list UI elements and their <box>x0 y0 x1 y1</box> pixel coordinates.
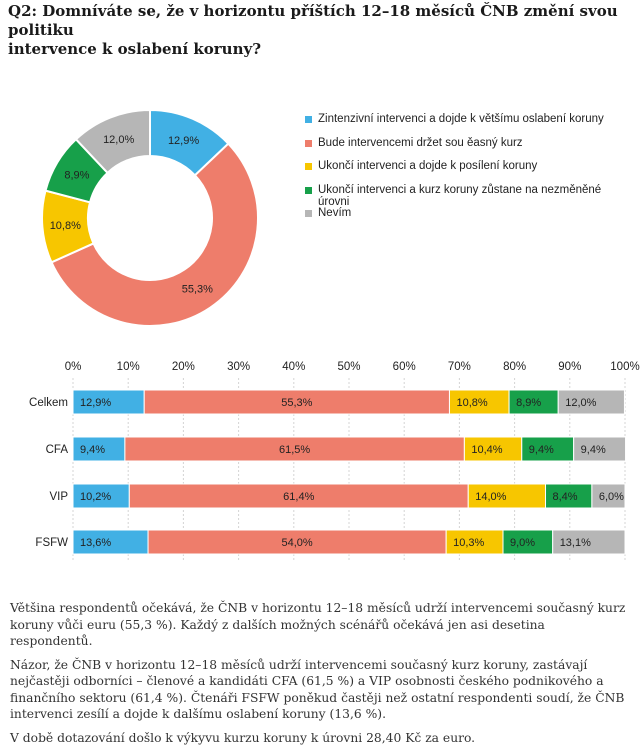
x-tick-label: 60% <box>393 361 416 373</box>
paragraph: V době dotazování došlo k výkyvu kurzu k… <box>10 730 476 745</box>
legend-item: Ukončí intervenci a dojde k posílení kor… <box>305 160 635 180</box>
bar-segment <box>521 436 575 462</box>
bar-value-label: 13,1% <box>560 537 591 549</box>
bar-value-label: 8,9% <box>516 397 541 409</box>
donut-slice-label: 8,9% <box>64 170 89 182</box>
legend: Zintenzivní intervenci a dojde k většímu… <box>305 113 635 231</box>
bar-segment <box>124 436 465 462</box>
bar-value-label: 9,4% <box>529 444 554 456</box>
bar-value-label: 9,0% <box>510 537 535 549</box>
bar-value-label: 14,0% <box>475 491 506 503</box>
legend-label: Zintenzivní intervenci a dojde k většímu… <box>318 113 604 125</box>
bar-value-label: 61,5% <box>279 444 310 456</box>
legend-item: Nevím <box>305 207 635 227</box>
bar-value-label: 12,0% <box>565 397 596 409</box>
x-tick-label: 10% <box>117 361 140 373</box>
legend-swatch <box>305 163 312 170</box>
bar-value-label: 10,8% <box>456 397 487 409</box>
bar-value-label: 6,0% <box>599 491 624 503</box>
legend-swatch <box>305 139 312 147</box>
bar-value-label: 8,4% <box>553 491 578 503</box>
x-tick-label: 50% <box>337 361 360 373</box>
x-tick-label: 70% <box>448 361 471 373</box>
category-label: CFA <box>46 444 69 456</box>
category-label: VIP <box>49 491 68 503</box>
donut-slice-label: 10,8% <box>50 220 81 232</box>
bar-value-label: 9,4% <box>581 444 606 456</box>
legend-item: Bude intervencemi držet sou ěasný kurz <box>305 137 635 157</box>
donut-slice-label: 12,0% <box>103 134 134 146</box>
donut-chart: 12,9% 55,3% 10,8% 8,9% 12,0% <box>41 108 259 327</box>
question-line-1: Q2: Domníváte se, že v horizontu příštíc… <box>8 2 618 39</box>
donut-slice <box>74 108 151 175</box>
question-title: Q2: Domníváte se, že v horizontu příštíc… <box>8 2 628 59</box>
question-line-2: intervence k oslabení koruny? <box>8 40 262 58</box>
legend-item: Ukončí intervenci a kurz koruny zůstane … <box>305 184 635 208</box>
bar-segment <box>463 436 523 462</box>
bar-value-label: 54,0% <box>282 537 313 549</box>
bar-segment <box>545 483 593 509</box>
bar-value-label: 55,3% <box>281 397 312 409</box>
donut-slice <box>50 142 259 327</box>
bar-segment <box>552 529 626 555</box>
category-label: Celkem <box>29 397 68 409</box>
bar-segment <box>448 389 510 415</box>
bar-value-label: 10,2% <box>80 491 111 503</box>
bar-segment <box>508 389 559 415</box>
legend-swatch <box>305 210 312 217</box>
legend-label: Ukončí intervenci a dojde k posílení kor… <box>318 160 538 172</box>
donut-slice-label: 12,9% <box>168 135 199 147</box>
bar-segment <box>72 436 126 462</box>
legend-label: Nevím <box>318 207 352 219</box>
bar-value-label: 12,9% <box>80 397 111 409</box>
legend-label: Ukončí intervenci a kurz koruny zůstane … <box>318 183 602 208</box>
bar-segment <box>72 483 130 509</box>
paragraph: Většina respondentů očekává, že ČNB v ho… <box>10 601 626 648</box>
donut-slice-label: 55,3% <box>182 284 213 296</box>
x-tick-label: 80% <box>503 361 526 373</box>
bar-value-label: 9,4% <box>80 444 105 456</box>
bar-segment <box>591 483 626 509</box>
legend-swatch <box>305 116 312 123</box>
category-label: FSFW <box>35 537 68 549</box>
legend-swatch <box>305 186 312 194</box>
legend-label: Bude intervencemi držet sou ěasný kurz <box>318 136 523 149</box>
legend-item: Zintenzivní intervenci a dojde k většímu… <box>305 113 635 133</box>
bar-segment <box>557 389 625 415</box>
x-tick-label: 0% <box>65 361 82 373</box>
commentary: Většina respondentů očekává, že ČNB v ho… <box>10 600 630 753</box>
bar-value-label: 61,4% <box>283 491 314 503</box>
paragraph: Názor, že ČNB v horizontu 12–18 měsíců u… <box>10 657 625 722</box>
bar-segment <box>72 389 145 415</box>
x-tick-label: 40% <box>282 361 305 373</box>
x-tick-label: 30% <box>227 361 250 373</box>
bar-value-label: 10,3% <box>453 537 484 549</box>
x-tick-label: 90% <box>558 361 581 373</box>
bar-value-label: 13,6% <box>80 537 111 549</box>
bar-value-label: 10,4% <box>471 444 502 456</box>
x-tick-label: 20% <box>172 361 195 373</box>
x-tick-label: 100% <box>610 361 639 373</box>
bar-segment <box>143 389 450 415</box>
stacked-bar-chart: 0% 10% 20% 30% 40% 50% 60% 70% 80% 90% 100% Celkem 1… <box>29 361 640 562</box>
bar-segment <box>573 436 627 462</box>
